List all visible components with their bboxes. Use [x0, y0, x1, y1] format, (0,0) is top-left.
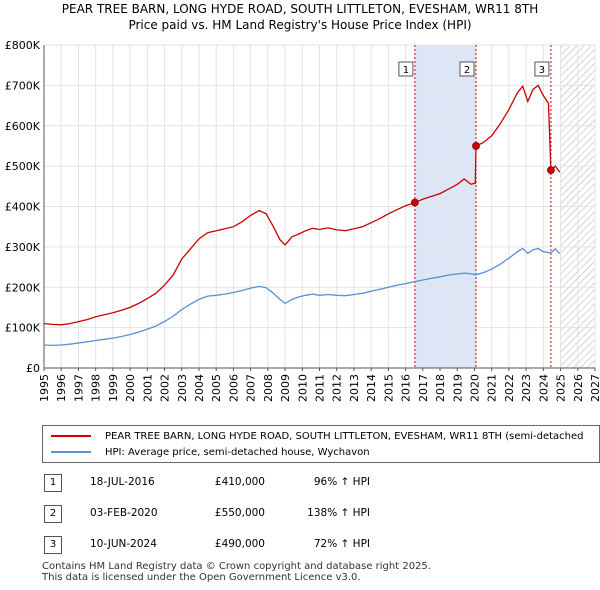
x-tick-label: 2025 — [555, 374, 568, 402]
y-tick-label: £100K — [5, 322, 41, 335]
x-tick-label: 2017 — [417, 374, 430, 402]
legend-label-hpi: HPI: Average price, semi-detached house,… — [105, 446, 370, 458]
y-tick-label: £200K — [5, 281, 41, 294]
x-tick-label: 2003 — [176, 374, 189, 402]
x-tick-label: 2008 — [262, 374, 275, 402]
series-property-line — [43, 84, 561, 326]
x-tick-label: 2024 — [537, 374, 550, 402]
footer: Contains HM Land Registry data © Crown c… — [42, 561, 431, 583]
x-tick-label: 2004 — [193, 374, 206, 402]
sale-label-box — [459, 61, 475, 77]
x-tick-label: 2027 — [589, 374, 600, 402]
x-tick-label: 2007 — [245, 374, 258, 402]
y-tick-label: £700K — [5, 79, 41, 92]
x-tick-label: 2005 — [210, 374, 223, 402]
x-tick-label: 1995 — [38, 374, 51, 402]
x-tick-label: 2016 — [400, 374, 413, 402]
transaction-price: £550,000 — [214, 507, 265, 519]
x-tick-label: 2014 — [365, 374, 378, 402]
sale-point — [472, 142, 480, 150]
x-tick-label: 2023 — [520, 374, 533, 402]
sale-point — [410, 198, 419, 207]
x-tick-label: 2009 — [279, 374, 292, 402]
transaction-price: £410,000 — [214, 476, 265, 488]
transaction-date: 03-FEB-2020 — [90, 507, 158, 519]
transaction-date: 18-JUL-2016 — [90, 476, 155, 488]
x-tick-label: 1997 — [72, 374, 85, 402]
x-tick-label: 1996 — [55, 374, 68, 402]
sale-label: 3 — [539, 65, 545, 76]
transaction-hpi-change: 138% ↑ HPI — [307, 507, 370, 519]
y-tick-label: £500K — [5, 160, 41, 173]
table-row: 1 18-JUL-2016 £410,000 96% ↑ HPI — [0, 474, 600, 494]
sale-label: 1 — [403, 65, 409, 76]
x-tick-label: 2002 — [159, 374, 172, 402]
legend-item-property: PEAR TREE BARN, LONG HYDE ROAD, SOUTH LI… — [51, 428, 584, 444]
transaction-number: 3 — [44, 536, 62, 554]
x-tick-label: 2019 — [451, 374, 464, 402]
y-tick-label: £300K — [5, 241, 41, 254]
x-tick-label: 1999 — [107, 374, 120, 402]
table-row: 3 10-JUN-2024 £490,000 72% ↑ HPI — [0, 536, 600, 556]
chart-title: PEAR TREE BARN, LONG HYDE ROAD, SOUTH LI… — [61, 2, 539, 16]
legend-item-hpi: HPI: Average price, semi-detached house,… — [51, 444, 370, 460]
legend-swatch-property — [51, 435, 91, 437]
transaction-date: 10-JUN-2024 — [90, 538, 157, 550]
x-tick-label: 2021 — [486, 374, 499, 402]
sale-point — [547, 166, 555, 175]
y-tick-label: £600K — [5, 120, 41, 133]
transaction-number: 1 — [44, 474, 62, 492]
x-tick-label: 2022 — [503, 374, 516, 402]
sale-label-box — [398, 61, 414, 77]
x-tick-label: 2006 — [227, 374, 240, 402]
transaction-number: 2 — [44, 505, 62, 523]
y-tick-label: £400K — [5, 201, 41, 214]
legend-label-property: PEAR TREE BARN, LONG HYDE ROAD, SOUTH LI… — [105, 430, 584, 442]
x-tick-label: 2026 — [572, 374, 585, 402]
chart-legend: PEAR TREE BARN, LONG HYDE ROAD, SOUTH LI… — [42, 425, 600, 463]
y-tick-label: £800K — [5, 39, 41, 52]
x-tick-label: 2011 — [314, 374, 327, 402]
table-row: 2 03-FEB-2020 £550,000 138% ↑ HPI — [0, 505, 600, 525]
x-tick-label: 2000 — [124, 374, 137, 402]
sale-label: 2 — [464, 65, 470, 76]
y-tick-label: £0 — [26, 362, 40, 375]
legend-swatch-hpi — [51, 451, 91, 453]
transaction-hpi-change: 72% ↑ HPI — [313, 538, 370, 550]
x-tick-label: 2018 — [434, 374, 447, 402]
transaction-price: £490,000 — [214, 538, 265, 550]
x-tick-label: 2015 — [382, 374, 395, 402]
x-tick-label: 2010 — [296, 374, 309, 402]
x-tick-label: 2012 — [331, 374, 344, 402]
x-tick-label: 2001 — [141, 374, 154, 402]
price-chart: £0 £100K £200K £300K £400K £500K £600K £700K £80… — [5, 39, 600, 402]
x-tick-label: 2020 — [468, 374, 481, 402]
sale-label-box — [534, 61, 550, 77]
chart-subtitle: Price paid vs. HM Land Registry's House … — [128, 18, 472, 32]
footer-copyright: Contains HM Land Registry data © Crown c… — [42, 561, 431, 572]
x-tick-label: 1998 — [90, 374, 103, 402]
footer-licence: This data is licensed under the Open Gov… — [42, 572, 361, 583]
x-tick-label: 2013 — [348, 374, 361, 402]
transaction-hpi-change: 96% ↑ HPI — [313, 476, 370, 488]
series-hpi-line — [43, 247, 561, 347]
